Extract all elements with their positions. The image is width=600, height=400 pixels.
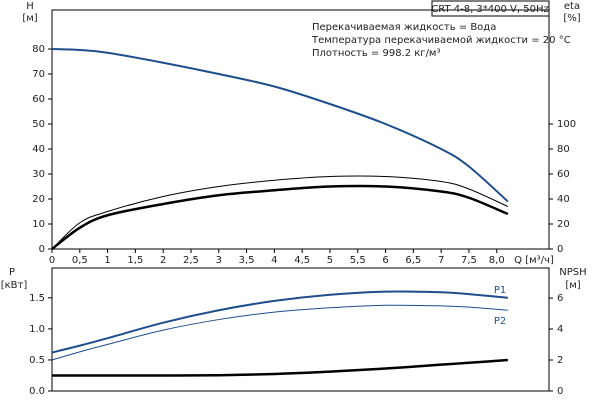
x-tick-label: 4,5 <box>294 255 310 266</box>
y2-axis-label: eta <box>564 1 580 12</box>
y-tick-label: 60 <box>32 94 45 105</box>
y-tick-label: 0 <box>39 244 45 255</box>
x-tick-label: 0 <box>49 255 55 266</box>
y-axis-unit: [кВт] <box>1 280 28 291</box>
x-tick-label: 3,5 <box>239 255 255 266</box>
curve <box>51 304 508 361</box>
y-axis-unit: [м] <box>22 13 37 24</box>
y2-tick-label: 2 <box>557 355 563 366</box>
x-tick-label: 6,5 <box>405 255 421 266</box>
y-tick-label: 0.0 <box>29 386 45 397</box>
annotation: Температура перекачиваемой жидкости = 20… <box>311 35 571 46</box>
series-label: P1 <box>494 285 506 296</box>
x-tick-label: 6 <box>382 255 388 266</box>
curve <box>51 358 508 377</box>
curve <box>51 175 509 250</box>
y2-tick-label: 40 <box>557 194 570 205</box>
x-tick-label: 5,5 <box>350 255 366 266</box>
y2-tick-label: 6 <box>557 293 563 304</box>
y2-tick-label: 0 <box>557 386 563 397</box>
y2-tick-label: 60 <box>557 169 570 180</box>
y2-axis-unit: [%] <box>563 13 580 24</box>
x-tick-label: 2 <box>160 255 166 266</box>
curve <box>51 48 509 203</box>
y2-axis-unit: [м] <box>565 280 580 291</box>
curve <box>51 290 508 354</box>
y2-axis-label: NPSH <box>559 267 586 278</box>
y-tick-label: 0.5 <box>29 355 45 366</box>
x-tick-label: 0,5 <box>72 255 88 266</box>
y-axis-label: H <box>26 1 34 12</box>
y2-tick-label: 0 <box>557 244 563 255</box>
y-axis-label: P <box>9 267 15 278</box>
annotation: Перекачиваемая жидкость = Вода <box>312 22 496 33</box>
y-tick-label: 80 <box>32 44 45 55</box>
y2-tick-label: 4 <box>557 324 563 335</box>
chart-title: CRT 4-8, 3*400 V, 50Hz <box>431 4 549 15</box>
y-tick-label: 30 <box>32 169 45 180</box>
y-tick-label: 70 <box>32 69 45 80</box>
x-tick-label: 8,0 <box>489 255 505 266</box>
series-label: P2 <box>494 316 506 327</box>
x-tick-label: 3 <box>216 255 222 266</box>
x-tick-label: 7,5 <box>461 255 477 266</box>
x-axis-label: Q [м³/ч] <box>514 255 554 266</box>
y-tick-label: 10 <box>32 219 45 230</box>
y-tick-label: 1.5 <box>29 293 45 304</box>
y2-tick-label: 20 <box>557 219 570 230</box>
annotation: Плотность = 998.2 кг/м³ <box>312 48 441 59</box>
y2-tick-label: 100 <box>557 119 576 130</box>
x-tick-label: 7 <box>438 255 444 266</box>
x-tick-label: 1 <box>104 255 110 266</box>
x-tick-label: 4 <box>271 255 277 266</box>
y-tick-label: 50 <box>32 119 45 130</box>
x-tick-label: 1,5 <box>127 255 143 266</box>
y-tick-label: 20 <box>32 194 45 205</box>
curve <box>51 184 509 250</box>
y-tick-label: 40 <box>32 144 45 155</box>
x-tick-label: 2,5 <box>183 255 199 266</box>
y-tick-label: 1.0 <box>29 324 45 335</box>
title-box <box>431 0 550 17</box>
plot-frame <box>51 9 550 250</box>
y2-tick-label: 80 <box>557 144 570 155</box>
x-tick-label: 5 <box>327 255 333 266</box>
